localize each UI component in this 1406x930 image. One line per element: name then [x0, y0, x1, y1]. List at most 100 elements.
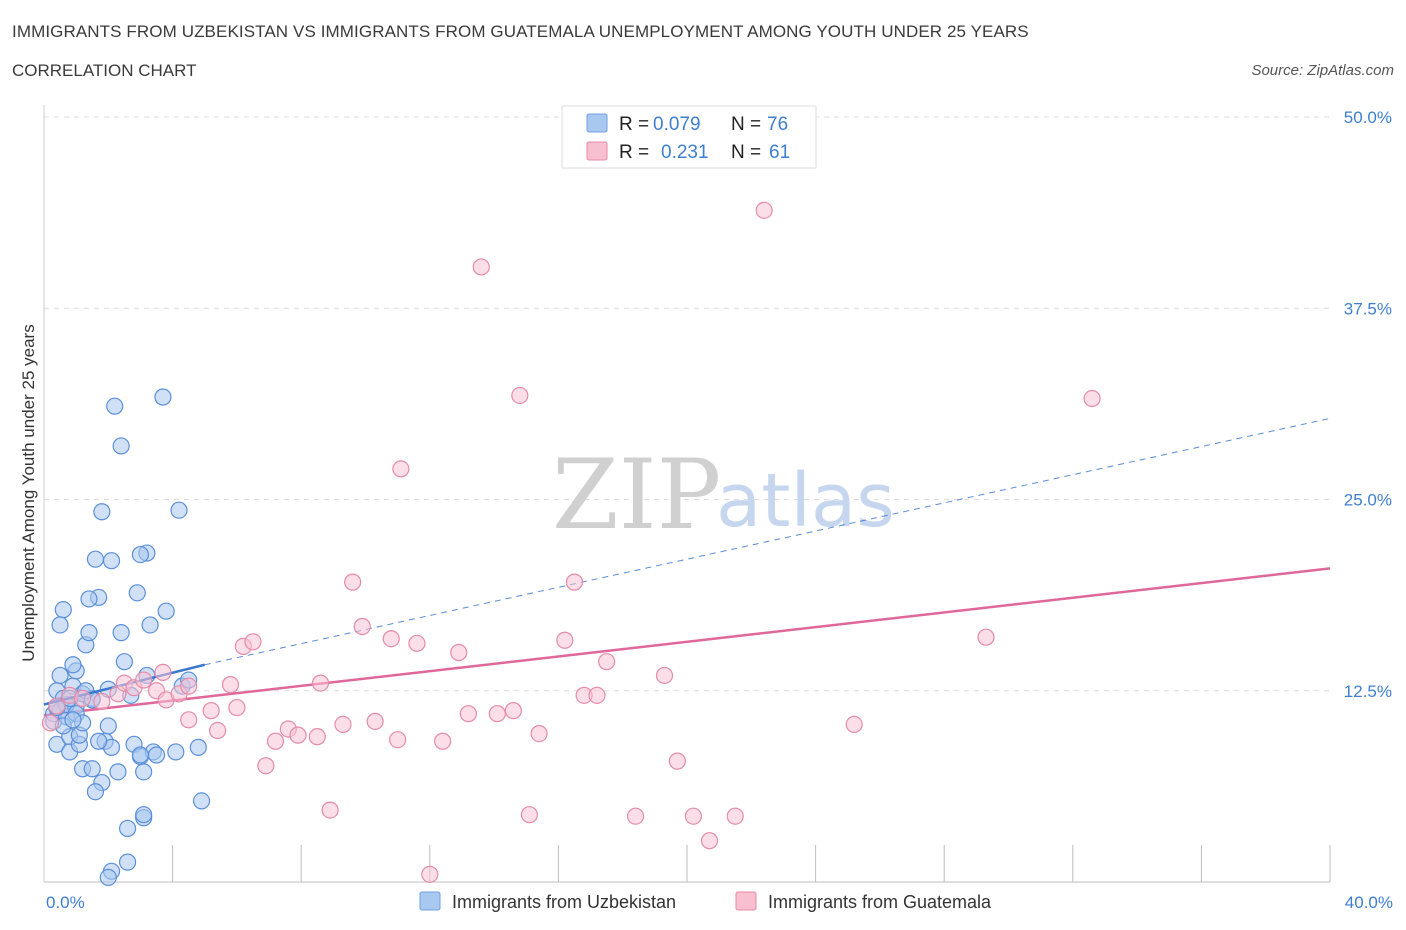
guatemala-point-44 — [556, 631, 574, 649]
watermark-zip: ZIP — [552, 439, 721, 551]
guatemala-point-39 — [488, 705, 506, 723]
legend-r-label-guatemala: R = — [619, 142, 649, 163]
uzbekistan-point-59 — [189, 738, 207, 756]
guatemala-point-34 — [408, 634, 426, 652]
uzbekistan-point-42 — [141, 616, 159, 634]
guatemala-point-54 — [726, 807, 744, 825]
uzbekistan-point-40 — [135, 763, 153, 781]
uzbekistan-point-27 — [99, 717, 117, 735]
guatemala-point-33 — [392, 460, 410, 478]
uzbekistan-point-9 — [54, 601, 72, 619]
uzbekistan-point-44 — [147, 746, 166, 764]
legend-n-label-guatemala: N = — [731, 142, 761, 163]
y-tick-label-50: 50.0% — [1344, 108, 1392, 127]
uzbekistan-point-56 — [128, 584, 146, 602]
guatemala-point-17 — [228, 698, 246, 717]
guatemala-point-37 — [459, 705, 477, 723]
legend-r-value-guatemala: 0.231 — [661, 142, 709, 163]
uzbekistan-point-34 — [112, 624, 130, 642]
uzbekistan-point-4 — [48, 735, 66, 753]
legend-r-label-uzbekistan: R = — [619, 114, 649, 135]
guatemala-point-47 — [588, 686, 606, 704]
bottom-legend-swatch-guatemala — [735, 891, 757, 911]
guatemala-point-53 — [700, 832, 719, 850]
watermark-atlas: atlas — [716, 458, 895, 544]
guatemala-point-55 — [755, 201, 773, 219]
guatemala-point-31 — [382, 630, 400, 648]
guatemala-point-27 — [334, 715, 352, 734]
uzbekistan-point-52 — [99, 868, 117, 887]
bottom-legend-label-uzbekistan: Immigrants from Uzbekistan — [452, 892, 676, 912]
uzbekistan-point-37 — [118, 853, 137, 871]
trend-line-guatemala — [43, 567, 1331, 717]
guatemala-point-45 — [565, 573, 584, 591]
y-axis-tick-labels: 12.5% 25.0% 37.5% 50.0% — [1344, 108, 1392, 701]
legend-swatch-guatemala — [586, 141, 608, 161]
guatemala-point-13 — [180, 711, 198, 729]
uzbekistan-point-57 — [170, 501, 188, 519]
legend-n-value-uzbekistan: 76 — [767, 114, 788, 135]
guatemala-point-41 — [511, 386, 529, 405]
series-legend: Immigrants from Uzbekistan Immigrants fr… — [419, 891, 992, 912]
uzbekistan-point-35 — [115, 653, 133, 671]
uzbekistan-point-60 — [192, 792, 211, 810]
uzbekistan-point-48 — [112, 437, 130, 455]
guatemala-point-20 — [257, 757, 275, 775]
watermark: ZIP atlas — [552, 439, 895, 551]
uzbekistan-point-53 — [154, 388, 172, 406]
guatemala-point-60 — [421, 865, 439, 883]
guatemala-point-48 — [598, 653, 616, 671]
chart-title: IMMIGRANTS FROM UZBEKISTAN VS IMMIGRANTS… — [12, 22, 1029, 41]
guatemala-point-58 — [1083, 389, 1101, 408]
legend-r-value-uzbekistan: 0.079 — [653, 114, 701, 135]
guatemala-point-49 — [626, 807, 645, 825]
chart-subtitle: CORRELATION CHART — [12, 61, 197, 80]
uzbekistan-point-55 — [131, 746, 150, 764]
guatemala-point-14 — [202, 702, 220, 720]
uzbekistan-point-22 — [86, 550, 105, 568]
uzbekistan-point-71 — [64, 711, 82, 729]
y-tick-label-12-5: 12.5% — [1344, 682, 1392, 701]
uzbekistan-point-46 — [131, 545, 150, 564]
guatemala-point-36 — [450, 643, 468, 662]
y-tick-label-25: 25.0% — [1344, 491, 1392, 510]
bottom-legend-label-guatemala: Immigrants from Guatemala — [768, 892, 992, 912]
gridlines — [44, 116, 1330, 692]
guatemala-point-51 — [668, 752, 686, 770]
guatemala-point-12 — [180, 677, 198, 695]
guatemala-point-15 — [209, 721, 227, 740]
uzbekistan-point-31 — [102, 552, 121, 570]
uzbekistan-point-17 — [64, 656, 82, 674]
trend-line-uzbekistan-extrapolated — [204, 417, 1331, 666]
uzbekistan-point-47 — [106, 397, 124, 415]
uzbekistan-point-10 — [51, 616, 69, 634]
guatemala-point-40 — [504, 702, 522, 720]
guatemala-point-8 — [154, 663, 172, 681]
uzbekistan-point-29 — [83, 760, 101, 778]
uzbekistan-point-62 — [90, 732, 108, 750]
guatemala-point-43 — [530, 724, 548, 743]
guatemala-point-50 — [655, 666, 674, 685]
bottom-legend-swatch-uzbekistan — [419, 891, 441, 911]
guatemala-point-19 — [244, 633, 262, 651]
guatemala-point-38 — [472, 258, 490, 276]
guatemala-point-59 — [41, 714, 60, 732]
series-uzbekistan-points — [43, 388, 211, 887]
uzbekistan-point-32 — [86, 783, 105, 801]
guatemala-point-2 — [73, 689, 92, 708]
guatemala-point-29 — [353, 617, 371, 636]
series-guatemala-points — [41, 201, 1101, 883]
guatemala-point-42 — [520, 806, 539, 824]
correlation-legend: R = 0.079 N = 76 R = 0.231 N = 61 — [561, 105, 817, 169]
x-tick-label-min: 0.0% — [46, 893, 85, 912]
uzbekistan-point-54 — [157, 602, 175, 620]
uzbekistan-point-61 — [167, 743, 185, 761]
guatemala-point-35 — [434, 732, 452, 750]
uzbekistan-point-24 — [80, 590, 98, 608]
uzbekistan-point-3 — [51, 666, 69, 685]
guatemala-point-24 — [308, 728, 326, 746]
guatemala-point-56 — [845, 715, 863, 734]
uzbekistan-point-33 — [109, 763, 127, 781]
uzbekistan-point-36 — [118, 819, 137, 838]
